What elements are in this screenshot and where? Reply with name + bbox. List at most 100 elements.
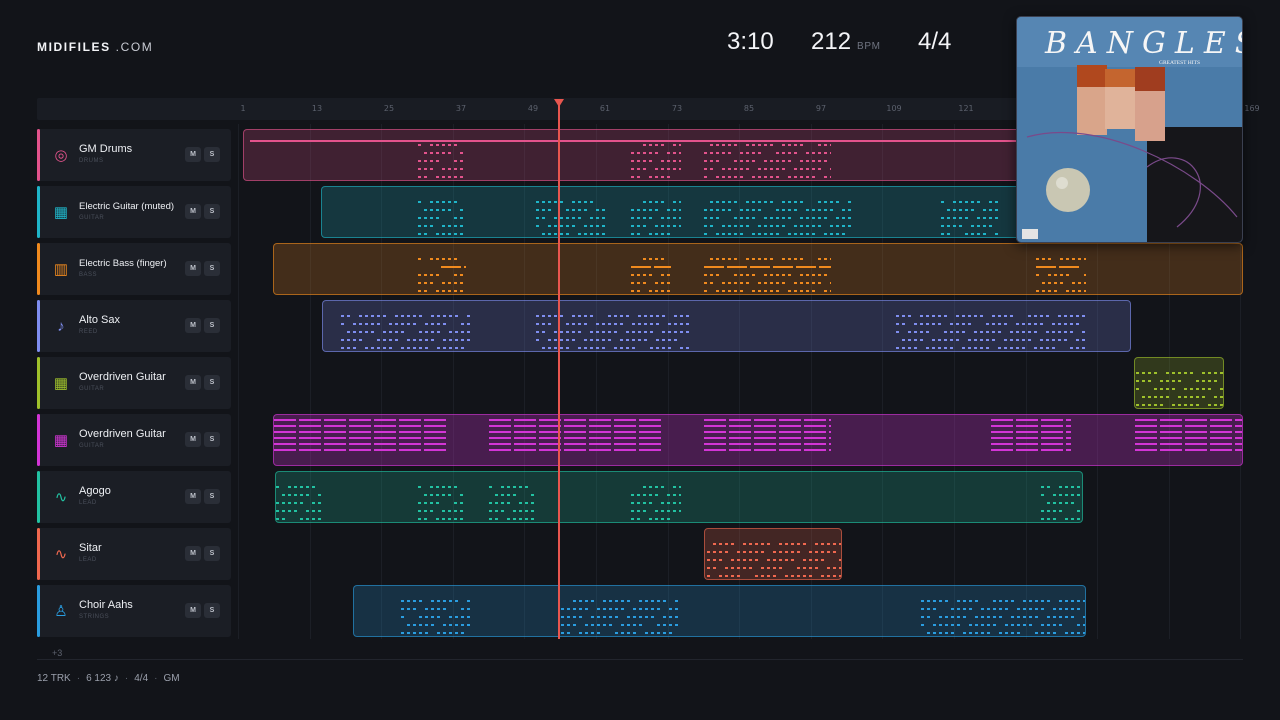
mute-button[interactable]: M [185,546,201,561]
ruler-tick: 85 [743,104,755,113]
album-cover: BANGLES GREATEST HITS [1016,16,1243,243]
note-count: 6 123 ♪ [86,673,119,684]
track-color-stripe [37,243,40,295]
track-name: Electric Guitar (muted) [79,201,175,212]
timeline-ruler[interactable]: 1 13 25 37 49 61 73 85 97 109 121 169 [37,98,1260,120]
track-name: Agogo [79,485,111,497]
track-color-stripe [37,471,40,523]
track-region[interactable] [1134,357,1224,409]
wave-icon: ∿ [54,489,68,506]
track-region[interactable] [704,528,842,580]
track-name: Overdriven Guitar [79,428,166,440]
bar-gridline [381,124,382,639]
note-pattern [418,201,998,235]
mute-button[interactable]: M [185,603,201,618]
track-category: GUITAR [79,215,105,221]
track-header[interactable]: ▦ Electric Guitar (muted) GUITAR M S [37,186,231,238]
tempo-value: 212 [811,28,852,55]
track-color-stripe [37,186,40,238]
mute-button[interactable]: M [185,147,201,162]
playhead-marker[interactable] [554,99,564,107]
tempo-unit: BPM [857,41,881,52]
solo-button[interactable]: S [204,318,220,333]
mute-button[interactable]: M [185,375,201,390]
footer-summary: 12 TRK · 6 123 ♪ · 4/4 · GM [37,673,180,684]
wave-icon: ∿ [54,546,68,563]
sax-icon: ♪ [57,317,65,335]
playhead[interactable] [558,104,560,639]
note-pattern [1136,372,1223,406]
track-category: GUITAR [79,443,105,449]
track-header[interactable]: ▦ Overdriven Guitar GUITAR M S [37,414,231,466]
ruler-tick: 61 [599,104,611,113]
ruler-tick: 49 [527,104,539,113]
mute-button[interactable]: M [185,204,201,219]
note-pattern [707,543,841,577]
footer-time-signature: 4/4 [134,673,149,684]
solo-button[interactable]: S [204,603,220,618]
solo-button[interactable]: S [204,147,220,162]
bar-gridline [1097,124,1098,639]
solo-button[interactable]: S [204,204,220,219]
track-category: DRUMS [79,158,104,164]
solo-button[interactable]: S [204,261,220,276]
ruler-tick: 25 [383,104,395,113]
mute-button[interactable]: M [185,432,201,447]
note-pattern [401,600,1085,634]
track-region[interactable] [273,414,1243,466]
bar-gridline [954,124,955,639]
guitar-icon: ▦ [53,432,69,449]
ruler-tick: 13 [311,104,323,113]
time-signature-display: 4/4 [918,28,952,55]
bar-gridline [453,124,454,639]
track-name: Electric Bass (finger) [79,258,167,269]
mute-button[interactable]: M [185,489,201,504]
track-region[interactable] [273,243,1243,295]
track-region[interactable] [322,300,1131,352]
mute-button[interactable]: M [185,318,201,333]
logo: MIDIFILES .COM [37,40,154,54]
bar-gridline [1026,124,1027,639]
bar-gridline [811,124,812,639]
ruler-tick: 73 [671,104,683,113]
track-category: STRINGS [79,614,110,620]
solo-button[interactable]: S [204,546,220,561]
choir-icon: ♙ [54,603,68,620]
track-name: GM Drums [79,143,133,155]
solo-button[interactable]: S [204,375,220,390]
track-header[interactable]: ▦ Overdriven Guitar GUITAR M S [37,357,231,409]
track-header[interactable]: ∿ Sitar LEAD M S [37,528,231,580]
track-header[interactable]: ◎ GM Drums DRUMS M S [37,129,231,181]
mute-button[interactable]: M [185,261,201,276]
track-name: Overdriven Guitar [79,371,166,383]
track-region[interactable] [353,585,1086,637]
track-category: LEAD [79,557,97,563]
track-name: Choir Aahs [79,599,133,611]
note-pattern [341,315,1085,349]
ruler-tick: 1 [240,104,246,113]
bar-gridline [596,124,597,639]
note-pattern [250,140,1238,178]
track-header[interactable]: ♙ Choir Aahs STRINGS M S [37,585,231,637]
cover-artist: BANGLES [1044,26,1243,61]
track-category: REED [79,329,98,335]
track-header[interactable]: ▥ Electric Bass (finger) BASS M S [37,243,231,295]
track-name: Sitar [79,542,102,554]
solo-button[interactable]: S [204,432,220,447]
track-header[interactable]: ♪ Alto Sax REED M S [37,300,231,352]
track-color-stripe [37,528,40,580]
track-header[interactable]: ∿ Agogo LEAD M S [37,471,231,523]
solo-button[interactable]: S [204,489,220,504]
guitar-icon: ▦ [53,204,69,221]
tempo-display: 212 BPM [811,28,881,56]
time-display: 3:10 [727,28,774,55]
note-pattern [276,486,1080,520]
more-tracks[interactable]: +3 [52,648,63,658]
ruler-tick: 37 [455,104,467,113]
guitar-icon: ▦ [53,375,69,392]
track-region[interactable] [275,471,1083,523]
cover-title: GREATEST HITS [1159,60,1200,66]
midi-standard: GM [163,673,180,684]
bar-gridline [882,124,883,639]
ruler-tick: 109 [886,104,902,113]
